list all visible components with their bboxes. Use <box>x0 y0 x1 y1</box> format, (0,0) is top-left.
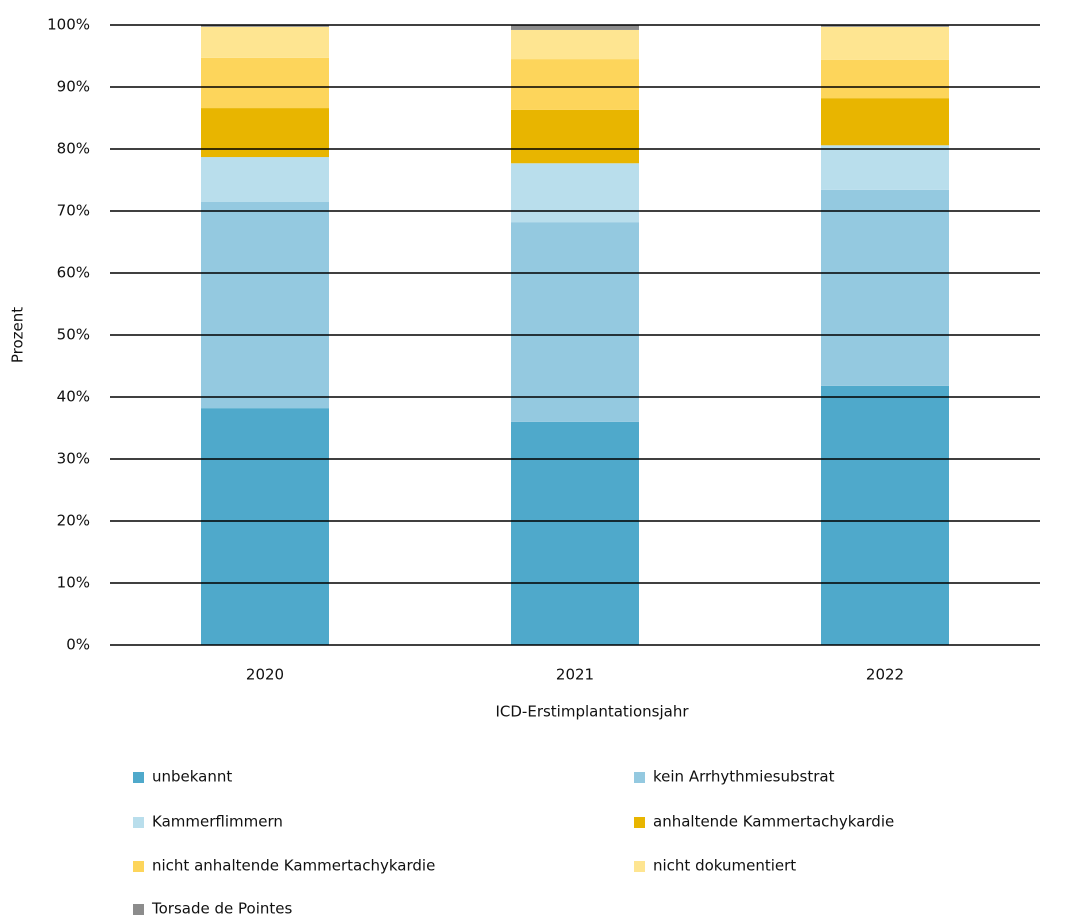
legend-swatch <box>634 817 645 828</box>
bar-segment <box>201 25 329 27</box>
bar-segment <box>821 145 949 190</box>
bar-segment <box>511 421 639 645</box>
bar-segment <box>511 25 639 30</box>
y-tick-label: 40% <box>57 388 90 406</box>
legend-label: nicht dokumentiert <box>653 857 796 875</box>
bar-segment <box>201 201 329 409</box>
legend-label: kein Arrhythmiesubstrat <box>653 768 835 786</box>
bar-segment <box>821 59 949 99</box>
bar-segment <box>201 57 329 109</box>
y-axis-title: Prozent <box>9 307 27 363</box>
bar-segment <box>821 189 949 386</box>
y-tick-label: 50% <box>57 326 90 344</box>
legend-swatch <box>133 772 144 783</box>
bar-segment <box>511 29 639 60</box>
bar-segment <box>821 98 949 146</box>
legend-swatch <box>634 772 645 783</box>
x-tick-label: 2021 <box>556 666 594 684</box>
bar-segment <box>511 59 639 110</box>
legend-label: unbekannt <box>152 768 232 786</box>
y-tick-label: 30% <box>57 450 90 468</box>
legend-swatch <box>133 817 144 828</box>
x-axis-title: ICD-Erstimplantationsjahr <box>495 703 689 721</box>
bar-segment <box>821 25 949 27</box>
x-tick-label: 2022 <box>866 666 904 684</box>
bar-segment <box>201 157 329 202</box>
bar-segment <box>201 26 329 58</box>
y-tick-label: 80% <box>57 140 90 158</box>
legend-swatch <box>133 861 144 872</box>
bar-segment <box>511 109 639 164</box>
bar-segment <box>201 408 329 645</box>
y-tick-label: 100% <box>47 16 90 34</box>
legend-label: Torsade de Pointes <box>151 900 292 918</box>
legend-label: nicht anhaltende Kammertachykardie <box>152 857 435 875</box>
y-tick-label: 10% <box>57 574 90 592</box>
legend-swatch <box>133 904 144 915</box>
x-tick-label: 2020 <box>246 666 284 684</box>
y-tick-label: 70% <box>57 202 90 220</box>
bar-segment <box>821 385 949 645</box>
y-tick-label: 20% <box>57 512 90 530</box>
bar-segment <box>821 26 949 60</box>
legend-swatch <box>634 861 645 872</box>
y-tick-label: 90% <box>57 78 90 96</box>
legend-label: anhaltende Kammertachykardie <box>653 813 894 831</box>
y-tick-label: 60% <box>57 264 90 282</box>
y-tick-label: 0% <box>66 636 90 654</box>
bar-segment <box>511 163 639 223</box>
bar-segment <box>511 222 639 422</box>
legend-label: Kammerflimmern <box>152 813 283 831</box>
